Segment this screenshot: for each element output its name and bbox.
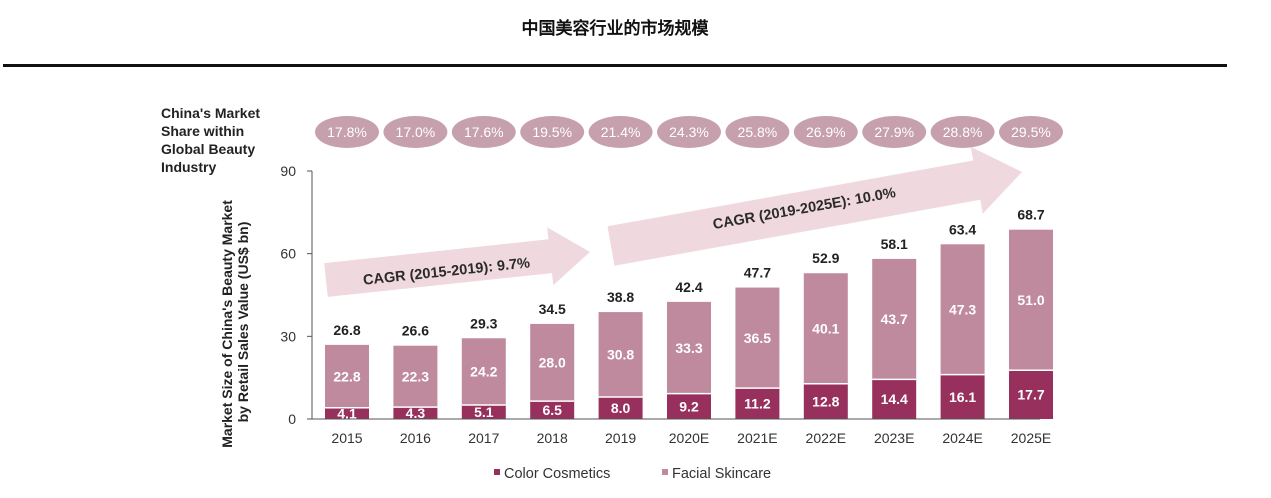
y-tick-label: 30 [280,328,296,344]
bar-value-label: 11.2 [744,396,771,412]
legend-swatch [494,469,500,475]
bar-total-label: 42.4 [675,279,702,295]
bar-total-label: 63.4 [949,221,976,237]
y-axis: 0 30 60 90 [280,163,312,427]
global-share-pill: 17.0% [383,116,447,148]
y-axis-title-line: by Retail Sales Value (US$ bn) [235,222,251,423]
bar-total-label: 34.5 [539,301,566,317]
global-share-pill: 17.6% [452,116,516,148]
x-tick-label: 2024E [942,430,982,446]
x-tick-label: 2020E [669,430,709,446]
y-tick-label: 60 [280,246,296,262]
y-tick-label: 90 [280,163,296,179]
x-tick-label: 2025E [1011,430,1051,446]
global-share-pill: 19.5% [520,116,584,148]
bar-total-label: 68.7 [1017,207,1044,223]
bar-total-label: 26.8 [333,322,360,338]
bar-value-label: 9.2 [679,398,699,414]
bar-value-label: 22.8 [333,368,360,384]
x-tick-label: 2019 [605,430,636,446]
bar-value-label: 5.1 [474,404,494,420]
legend-item: Color Cosmetics [494,466,610,482]
legend-label: Color Cosmetics [504,466,610,482]
bar-stack: 16.1 47.3 63.4 [941,221,985,419]
bar-stack: 9.2 33.3 42.4 [667,279,711,419]
global-share-value: 24.3% [669,124,709,140]
x-tick-label: 2021E [737,430,777,446]
global-share-value: 27.9% [874,124,914,140]
global-share-pill: 17.8% [315,116,379,148]
bar-stack: 11.2 36.5 47.7 [735,265,779,419]
bar-stack: 14.4 43.7 58.1 [872,236,916,419]
bar-value-label: 51.0 [1017,292,1044,308]
bar-stack: 12.8 40.1 52.9 [804,250,848,419]
cagr-arrows: CAGR (2015-2019): 9.7%CAGR (2019-2025E):… [324,147,1022,297]
bar-value-label: 12.8 [812,393,839,409]
bar-stack: 8.0 30.8 38.8 [599,289,643,419]
x-tick-label: 2016 [400,430,431,446]
legend-swatch [662,469,668,475]
x-tick-label: 2015 [331,430,362,446]
legend-label: Facial Skincare [672,466,771,482]
global-share-value: 21.4% [601,124,641,140]
bar-value-label: 43.7 [881,311,908,327]
bar-value-label: 17.7 [1017,387,1044,403]
bar-value-label: 30.8 [607,347,634,363]
bar-value-label: 24.2 [470,364,497,380]
global-share-pill: 21.4% [589,116,653,148]
cagr-arrow: CAGR (2015-2019): 9.7% [324,227,590,297]
bar-value-label: 16.1 [949,389,976,405]
global-share-pill: 29.5% [999,116,1063,148]
bar-value-label: 6.5 [542,402,562,418]
bar-stack: 6.5 28.0 34.5 [530,301,574,419]
bar-value-label: 28.0 [539,355,566,371]
bar-total-label: 38.8 [607,289,634,305]
bar-total-label: 29.3 [470,315,497,331]
bar-value-label: 22.3 [402,368,429,384]
bar-total-label: 58.1 [881,236,908,252]
global-share-value: 17.8% [327,124,367,140]
global-share-value: 28.8% [943,124,983,140]
bar-stack: 4.1 22.8 26.8 [325,322,369,421]
y-axis-title-line: Market Size of China's Beauty Market [219,200,235,448]
bar-stack: 17.7 51.0 68.7 [1009,207,1053,419]
global-share-pill: 26.9% [794,116,858,148]
global-share-pill: 28.8% [931,116,995,148]
x-tick-label: 2023E [874,430,914,446]
bar-total-label: 52.9 [812,250,839,266]
global-share-pill: 25.8% [725,116,789,148]
market-size-chart: CAGR (2015-2019): 9.7%CAGR (2019-2025E):… [0,0,1271,498]
global-share-value: 19.5% [532,124,572,140]
global-share-pill: 27.9% [862,116,926,148]
bar-total-label: 26.6 [402,323,429,339]
x-tick-label: 2018 [537,430,568,446]
bar-value-label: 36.5 [744,330,771,346]
bar-value-label: 33.3 [675,340,702,356]
global-share-pill: 24.3% [657,116,721,148]
x-tick-label: 2017 [468,430,499,446]
bar-value-label: 47.3 [949,301,976,317]
bar-stack: 5.1 24.2 29.3 [462,315,506,420]
legend: Color Cosmetics Facial Skincare [494,466,771,482]
y-tick-label: 0 [288,411,296,427]
bar-total-label: 47.7 [744,265,771,281]
bar-value-label: 14.4 [881,391,908,407]
x-tick-label: 2022E [806,430,846,446]
bar-stack: 4.3 22.3 26.6 [393,323,437,421]
global-share-value: 17.0% [396,124,436,140]
global-share-pills: 17.8% 17.0% 17.6% 19.5% 21.4% 24.3% 25.8% 26.9%… [315,116,1063,148]
global-share-value: 29.5% [1011,124,1051,140]
global-share-value: 26.9% [806,124,846,140]
x-axis: 2015 2016 2017 2018 2019 2020E 2021E 2022E 2023E… [312,419,1051,446]
bar-value-label: 40.1 [812,320,839,336]
global-share-value: 25.8% [738,124,778,140]
global-share-value: 17.6% [464,124,504,140]
y-axis-title: Market Size of China's Beauty Market by … [219,196,251,448]
legend-item: Facial Skincare [662,466,771,482]
bar-value-label: 8.0 [611,400,631,416]
